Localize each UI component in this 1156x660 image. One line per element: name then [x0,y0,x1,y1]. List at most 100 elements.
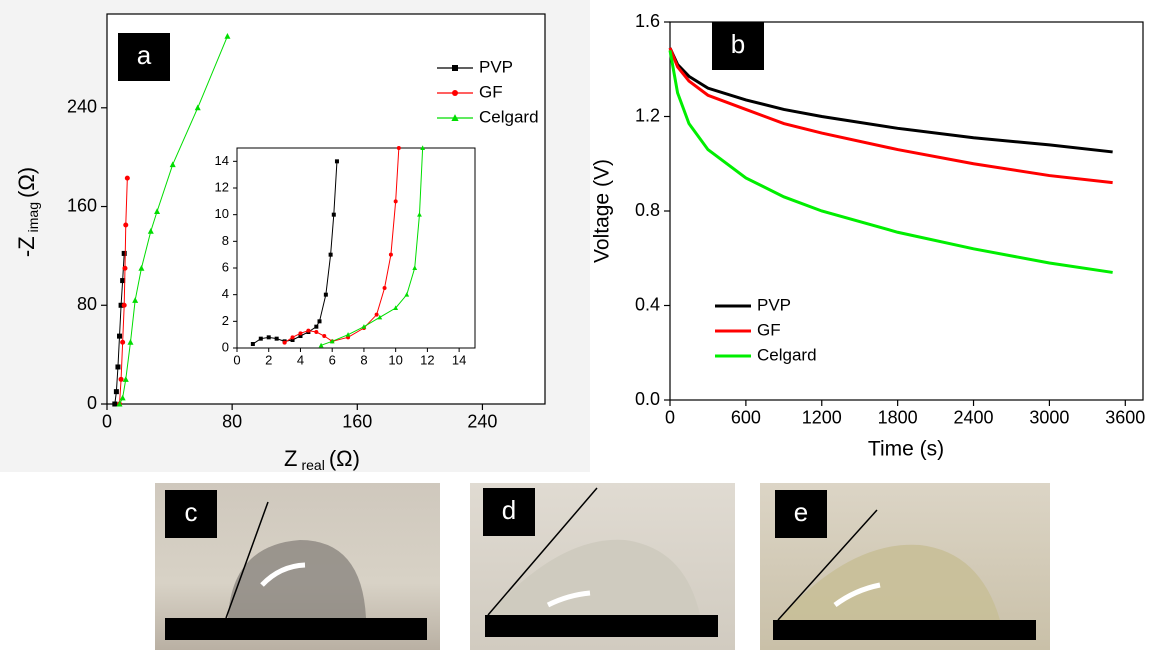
marker [118,302,124,308]
marker [116,400,123,407]
marker [121,250,127,256]
droplet [228,540,366,618]
marker [451,114,459,121]
marker [314,324,319,329]
marker [112,401,118,407]
reflection [833,582,881,608]
reflection [260,562,306,587]
marker [117,333,123,339]
axis-label: Time (s) [868,438,944,461]
marker [274,336,279,341]
marker [121,302,127,308]
x-tick-label: 0 [233,353,240,368]
marker [334,159,339,164]
marker [123,222,129,228]
marker [250,342,255,346]
marker [113,389,119,395]
x-tick-label: 1200 [802,407,842,427]
y-tick-label: 0.8 [635,200,660,220]
axis-label-main: -Z [14,236,39,257]
marker [377,314,383,320]
y-tick-label: 1.6 [635,11,660,31]
legend-label: GF [757,320,781,339]
marker [404,292,410,297]
series-line [668,50,1113,274]
panel-label: b [731,29,745,59]
x-tick-label: 3000 [1029,407,1069,427]
plot-area [236,147,476,349]
droplet [488,539,700,615]
label-box [775,490,827,538]
panel-label: a [137,40,152,70]
y-tick-label: 240 [67,97,97,117]
marker [194,104,201,111]
marker [118,376,124,382]
label-box [165,490,217,538]
axis-label-sub: imag [25,202,41,232]
reflection [546,590,591,608]
x-tick-label: 0 [665,407,675,427]
y-tick-label: 6 [222,259,229,274]
marker [122,265,128,271]
y-tick-label: 12 [215,179,229,194]
x-tick-label: 160 [342,411,372,431]
marker [127,339,134,345]
marker [290,338,295,342]
legend-label: Celgard [757,345,817,364]
marker [452,65,458,71]
plot-area [669,21,1144,401]
marker [124,175,130,181]
marker [420,145,426,150]
label-box [712,22,764,70]
marker [361,324,367,329]
x-tick-label: 10 [388,353,402,368]
marker [266,335,271,340]
marker [328,252,333,257]
marker [322,334,327,338]
marker [298,331,303,336]
marker [115,364,121,370]
x-tick-label: 600 [731,407,761,427]
marker [224,32,231,39]
y-tick-label: 1.2 [635,105,660,125]
marker [329,338,335,344]
contact-angle-line [225,501,269,619]
marker [147,227,154,234]
panel-label: e [794,497,808,527]
y-tick-label: 14 [215,153,229,168]
droplet [778,544,1000,620]
legend-label: PVP [757,295,791,314]
marker [132,297,139,303]
axis-label-main: Z [284,446,297,471]
y-tick-label: 80 [77,294,97,314]
x-tick-label: 8 [360,353,367,368]
blank-patch [1088,30,1138,74]
marker [119,394,126,401]
marker [282,340,287,345]
axis-label-sub: real [301,457,324,473]
marker [120,339,126,345]
y-tick-label: 2 [222,313,229,328]
marker [417,212,422,217]
marker [345,332,351,337]
x-tick-label: 2 [265,353,272,368]
marker [382,286,387,290]
marker [314,330,319,334]
y-tick-label: 160 [67,195,97,215]
marker [331,212,336,217]
marker [169,161,176,168]
marker [258,336,263,341]
x-tick-label: 0 [102,411,112,431]
x-tick-label: 3600 [1105,407,1145,427]
marker [290,335,295,340]
y-tick-label: 0.0 [635,389,660,409]
marker [318,342,324,348]
y-tick-label: 10 [215,206,229,221]
marker [154,208,161,214]
baseline-bar [165,618,427,640]
series-line [668,47,1113,154]
x-tick-label: 14 [452,353,466,368]
axis-label-unit: (Ω) [14,167,39,198]
y-tick-label: 8 [222,233,229,248]
